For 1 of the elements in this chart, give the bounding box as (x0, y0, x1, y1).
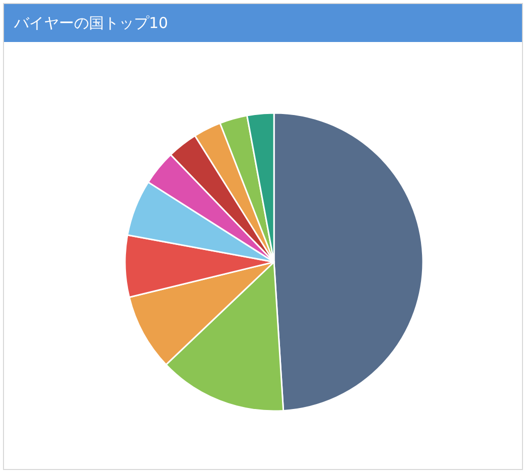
chart-title: バイヤーの国トップ10 (4, 4, 522, 42)
